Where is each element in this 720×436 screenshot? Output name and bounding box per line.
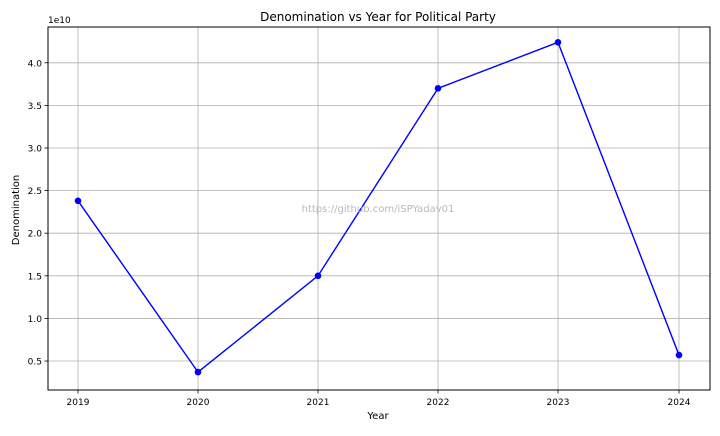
data-point (194, 368, 202, 376)
x-axis-label: Year (366, 411, 389, 422)
y-tick-label: 4.0 (28, 59, 43, 69)
y-tick-label: 3.5 (28, 102, 42, 112)
y-axis: 0.5 1.0 1.5 2.0 2.5 3.0 3.5 4.0 (28, 59, 48, 368)
x-tick-label: 2024 (668, 398, 691, 408)
y-tick-label: 3.0 (28, 145, 43, 155)
y-tick-label: 1.5 (28, 272, 42, 282)
x-tick-label: 2020 (187, 398, 210, 408)
data-point (74, 197, 82, 205)
data-point (554, 39, 562, 46)
plot-frame (47, 26, 711, 391)
chart-title: Denomination vs Year for Political Party (260, 10, 496, 24)
data-point (434, 85, 442, 92)
series-layer (74, 39, 683, 376)
series-line (77, 41, 680, 374)
watermark: https://github.com/iSPYadav01 (302, 204, 455, 215)
y-tick-label: 1.0 (28, 315, 43, 325)
y-tick-label: 0.5 (28, 358, 42, 368)
grid (48, 27, 710, 390)
data-point (314, 272, 322, 280)
x-tick-label: 2019 (67, 398, 90, 408)
y-axis-label: Denomination (11, 175, 22, 245)
x-tick-label: 2022 (427, 398, 450, 408)
x-tick-label: 2021 (307, 398, 330, 408)
x-axis: 2019 2020 2021 2022 2023 2024 (67, 390, 691, 408)
y-tick-label: 2.0 (28, 230, 43, 240)
y-axis-multiplier: 1e10 (48, 16, 71, 26)
data-point (675, 351, 683, 359)
x-tick-label: 2023 (547, 398, 570, 408)
y-tick-label: 2.5 (28, 187, 42, 197)
